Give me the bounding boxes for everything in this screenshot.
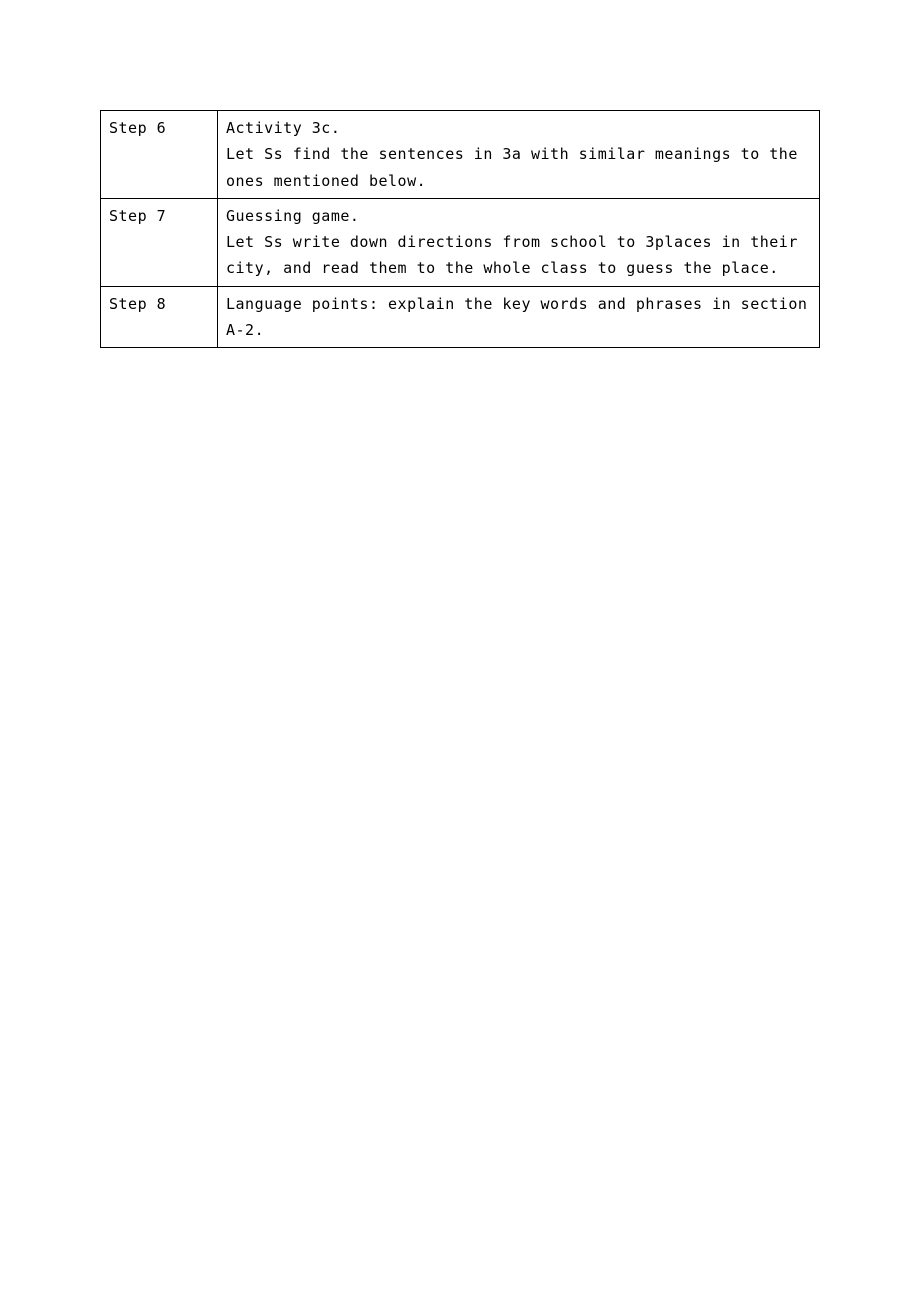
content-line: Guessing game. (226, 203, 811, 229)
table-row: Step 8 Language points: explain the key … (101, 286, 820, 348)
step-label: Step 8 (109, 295, 166, 313)
table-row: Step 7 Guessing game. Let Ss write down … (101, 198, 820, 286)
content-line: Let Ss write down directions from school… (226, 229, 811, 282)
step-cell: Step 7 (101, 198, 218, 286)
content-cell: Language points: explain the key words a… (218, 286, 820, 348)
step-label: Step 7 (109, 207, 166, 225)
content-line: Activity 3c. (226, 115, 811, 141)
content-cell: Activity 3c. Let Ss find the sentences i… (218, 111, 820, 199)
content-line: Language points: explain the key words a… (226, 291, 811, 344)
content-line: Let Ss find the sentences in 3a with sim… (226, 141, 811, 194)
content-cell: Guessing game. Let Ss write down directi… (218, 198, 820, 286)
table-row: Step 6 Activity 3c. Let Ss find the sent… (101, 111, 820, 199)
step-label: Step 6 (109, 119, 166, 137)
step-cell: Step 8 (101, 286, 218, 348)
lesson-plan-table: Step 6 Activity 3c. Let Ss find the sent… (100, 110, 820, 348)
step-cell: Step 6 (101, 111, 218, 199)
